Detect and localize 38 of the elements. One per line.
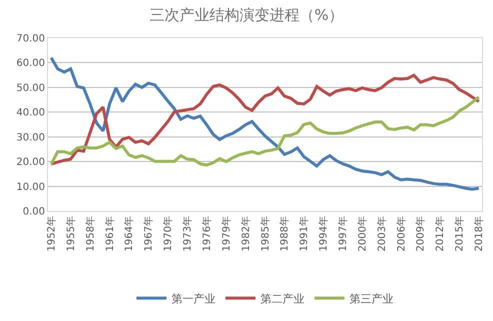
line-series	[50, 96, 480, 167]
x-tick-label: 2012年	[434, 216, 446, 252]
x-tick-label: 1961年	[104, 216, 116, 252]
y-tick-label: 60.00	[16, 58, 45, 70]
y-tick-label: 0.00	[22, 206, 45, 218]
x-tick-label: 1994年	[318, 216, 330, 252]
x-tick-label: 2018年	[473, 216, 486, 252]
x-tick-label: 2006年	[395, 216, 408, 252]
x-tick-label: 1985年	[259, 216, 272, 252]
x-tick-label: 1970年	[162, 216, 174, 252]
x-tick-label: 1964年	[123, 216, 136, 252]
x-tick-label: 1988年	[278, 216, 291, 252]
y-tick-label: 40.00	[16, 108, 45, 119]
x-tick-label: 1991年	[298, 216, 310, 252]
legend-label: 第二产业	[260, 292, 304, 306]
y-tick-label: 10.00	[16, 182, 45, 193]
x-tick-label: 1958年	[84, 216, 96, 252]
legend-label: 第三产业	[350, 292, 394, 306]
y-tick-label: 30.00	[16, 132, 45, 144]
x-tick-label: 1973年	[182, 216, 194, 252]
x-tick-label: 1967年	[142, 216, 155, 252]
x-tick-label: 1955年	[64, 216, 77, 252]
x-tick-label: 1982年	[240, 216, 252, 252]
x-tick-label: 1952年	[45, 216, 58, 252]
chart-title: 三次产业结构演变进程（%）	[149, 6, 344, 24]
x-tick-label: 1979年	[220, 216, 232, 252]
y-tick-label: 20.00	[16, 157, 45, 168]
y-tick-label: 70.00	[16, 34, 45, 44]
x-tick-label: 2003年	[376, 216, 388, 252]
line-series	[50, 56, 480, 191]
x-tick-label: 2009年	[414, 216, 427, 252]
legend-label: 第一产业	[172, 292, 216, 306]
x-tick-label: 2000年	[356, 216, 368, 252]
line-series	[50, 74, 480, 166]
x-tick-label: 1997年	[336, 216, 349, 252]
y-tick-label: 50.00	[16, 82, 45, 94]
x-tick-label: 2015年	[454, 216, 466, 252]
x-tick-label: 1976年	[200, 216, 213, 252]
